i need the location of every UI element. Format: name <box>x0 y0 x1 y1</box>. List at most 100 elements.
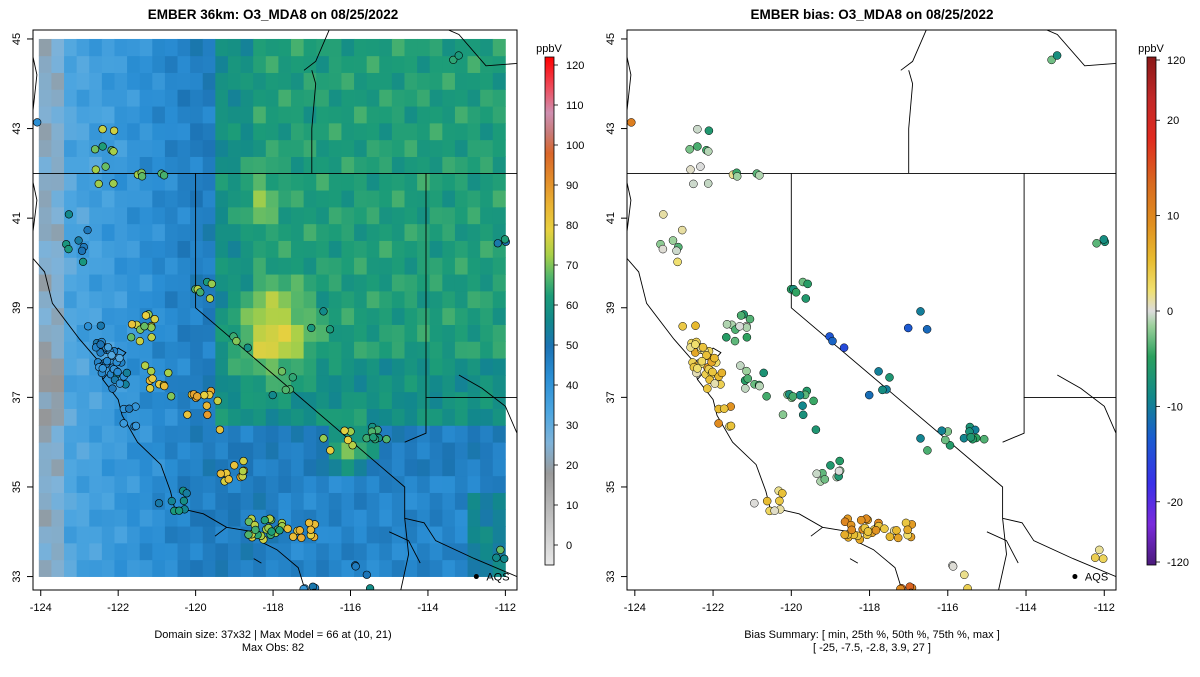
grid-cell <box>404 374 418 393</box>
observation-site <box>140 322 149 331</box>
grid-cell <box>76 190 90 208</box>
grid-cell <box>454 526 468 544</box>
grid-cell <box>417 290 431 309</box>
grid-cell <box>467 559 481 577</box>
grid-cell <box>379 122 393 141</box>
grid-cell <box>38 374 52 393</box>
grid-cell <box>38 139 52 157</box>
observation-site <box>382 435 391 444</box>
grid-cell <box>76 475 90 493</box>
grid-cell <box>51 38 65 57</box>
bias-site <box>803 279 812 289</box>
grid-cell <box>51 509 65 527</box>
bias-site <box>755 171 764 180</box>
grid-cell <box>114 475 128 493</box>
grid-cell <box>328 122 342 141</box>
grid-cell <box>341 559 355 577</box>
grid-cell <box>164 89 178 107</box>
bias-site <box>795 390 805 400</box>
bias-site <box>759 368 768 378</box>
grid-cell <box>265 55 279 73</box>
grid-cell <box>303 290 317 309</box>
grid-cell <box>404 442 418 460</box>
grid-cell <box>265 307 279 325</box>
grid-cell <box>303 492 317 510</box>
grid-cell <box>227 257 241 275</box>
observation-site <box>215 425 224 434</box>
grid-cell <box>316 122 330 141</box>
grid-cell <box>114 38 128 57</box>
grid-cell <box>379 542 393 561</box>
colorbar-tick-label: 110 <box>566 100 584 112</box>
grid-cell <box>76 89 90 107</box>
grid-cell <box>265 475 279 493</box>
observation-site <box>107 351 116 360</box>
grid-cell <box>454 173 468 191</box>
grid-cell <box>303 106 317 124</box>
grid-cell <box>429 341 443 359</box>
grid-cell <box>190 190 204 208</box>
right-x-axis: -124 -122 -120 -118 -116 -114 -112 <box>624 589 1115 614</box>
grid-cell <box>366 274 380 292</box>
grid-cell <box>404 190 418 208</box>
grid-cell <box>164 38 178 57</box>
observation-site <box>267 527 276 536</box>
grid-cell <box>101 492 115 510</box>
grid-cell <box>454 274 468 292</box>
grid-cell <box>417 324 431 342</box>
x-tick-label: -120 <box>185 602 207 614</box>
bias-site <box>685 145 694 154</box>
grid-cell <box>366 122 380 141</box>
grid-cell <box>215 139 229 157</box>
grid-cell <box>64 391 78 409</box>
grid-cell <box>404 257 418 275</box>
bias-site <box>697 356 707 366</box>
observation-site <box>146 384 155 393</box>
grid-cell <box>265 458 279 477</box>
colorbar-tick-label: 10 <box>566 500 578 512</box>
grid-cell <box>316 290 330 309</box>
bias-site <box>834 466 844 476</box>
grid-cell <box>328 106 342 124</box>
grid-cell <box>253 358 267 376</box>
grid-cell <box>442 442 456 460</box>
grid-cell <box>492 408 506 426</box>
grid-cell <box>391 206 405 225</box>
grid-cell <box>366 341 380 359</box>
grid-cell <box>328 492 342 510</box>
grid-cell <box>366 173 380 191</box>
grid-cell <box>127 274 141 292</box>
grid-cell <box>429 559 443 577</box>
grid-cell <box>291 257 305 275</box>
grid-cell <box>253 240 267 258</box>
grid-cell <box>190 341 204 359</box>
bias-site <box>839 343 849 352</box>
grid-cell <box>215 442 229 460</box>
grid-cell <box>417 89 431 107</box>
grid-cell <box>328 358 342 376</box>
grid-cell <box>417 475 431 493</box>
bias-site <box>770 506 779 515</box>
grid-cell <box>164 542 178 561</box>
grid-cell <box>278 139 292 157</box>
grid-cell <box>177 341 191 359</box>
observation-site <box>493 239 502 248</box>
colorbar-tick-label: 90 <box>566 180 578 192</box>
grid-cell <box>429 240 443 258</box>
grid-cell <box>328 509 342 527</box>
grid-cell <box>303 408 317 426</box>
observation-site <box>297 533 306 543</box>
grid-cell <box>492 425 506 443</box>
colorbar-tick-label: 0 <box>566 540 572 552</box>
grid-cell <box>202 475 216 493</box>
grid-cell <box>480 156 494 174</box>
grid-cell <box>51 408 65 426</box>
grid-cell <box>291 106 305 124</box>
grid-cell <box>240 425 254 443</box>
grid-cell <box>429 190 443 208</box>
grid-cell <box>227 156 241 174</box>
grid-cell <box>492 156 506 174</box>
grid-cell <box>152 509 166 527</box>
grid-cell <box>51 374 65 393</box>
grid-cell <box>429 139 443 157</box>
